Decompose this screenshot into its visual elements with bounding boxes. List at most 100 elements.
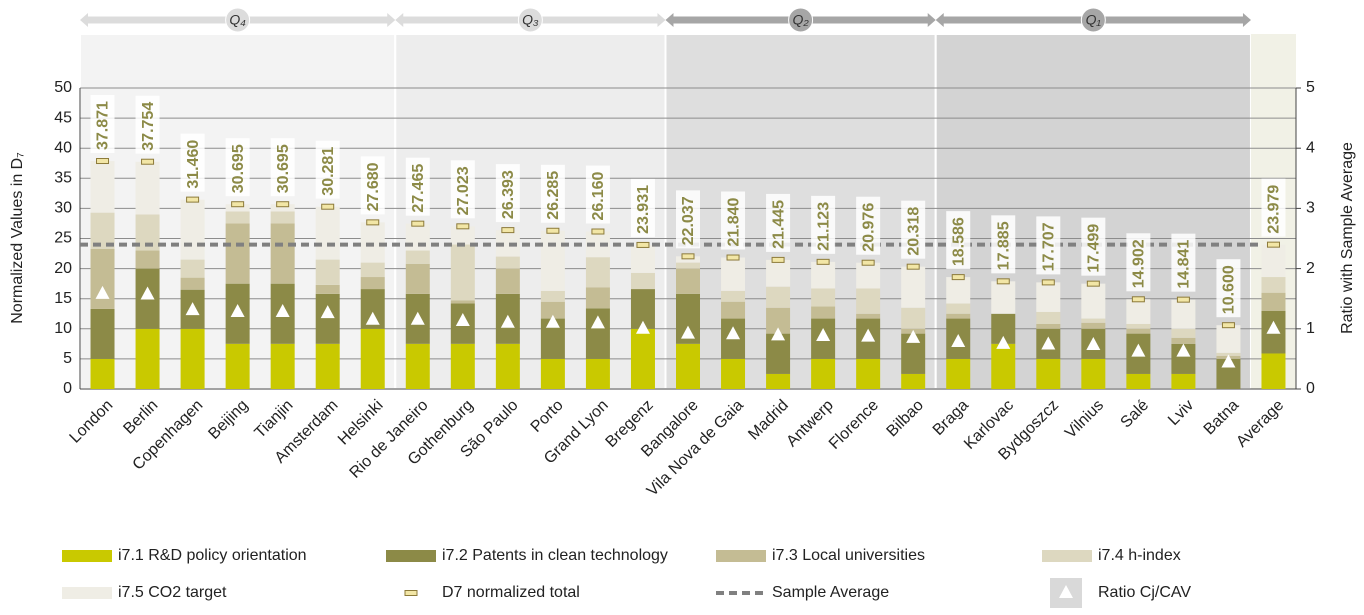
bar-segment [811,358,836,389]
total-marker [1041,279,1055,286]
total-label-bg [1036,216,1061,275]
total-label-bg [585,165,610,224]
y2-tick-label: 0 [1306,380,1315,397]
group-arrow-head [657,13,666,27]
bar-segment [1081,322,1106,329]
bar-segment [856,358,881,389]
bar-segment [856,313,881,319]
bar-segment [721,290,746,302]
ratio-marker [545,314,560,328]
total-label: 21.445 [770,200,787,249]
total-label-bg [450,160,475,219]
total-label-bg [721,191,746,250]
x-tick-label: Florence [826,397,882,453]
bar-segment [630,328,655,389]
y2-axis-label: Ratio with Sample Average [1339,142,1356,334]
x-tick-label: Average [1233,397,1287,451]
total-label: 21.840 [725,197,742,246]
bar-segment [315,293,340,344]
group-label-bg [1080,7,1106,33]
total-label: 31.460 [185,140,202,189]
total-marker [906,263,920,270]
bar-segment [585,257,610,288]
bar-segment [495,343,520,389]
total-label: 26.393 [500,170,517,219]
total-label: 26.285 [545,171,562,220]
total-marker [96,158,110,165]
bar-segment [856,262,881,289]
bar-segment [135,328,160,389]
group-label: Q₃ [522,12,539,28]
total-marker [726,254,740,261]
bar-segment [1036,282,1061,312]
total-marker [816,258,830,265]
group-label-bg [517,7,543,33]
legend-swatch [716,550,766,562]
legend-swatch [404,590,418,596]
total-label-bg [360,156,385,215]
bar-segment [991,343,1016,389]
bar-segment [585,358,610,389]
legend-label: i7.3 Local universities [772,547,925,564]
x-tick-label: Rio de Janeiro [347,397,432,482]
y-tick-label: 35 [54,170,72,187]
ratio-marker [726,326,741,340]
bar-segment [1261,353,1286,389]
legend-swatch [1059,585,1073,598]
bar-segment [225,343,250,389]
bar-segment [405,343,430,389]
total-label-bg [991,215,1016,274]
y-tick-label: 40 [54,139,72,156]
total-marker [186,196,200,203]
total-label-bg [1081,217,1106,276]
x-tick-label: Vilnius [1062,397,1107,442]
total-marker [501,227,515,234]
ratio-marker [1266,320,1281,334]
total-marker [996,278,1010,285]
bar-segment [180,199,205,260]
x-tick-label: Salé [1118,397,1153,432]
bar-segment [811,288,836,307]
y-tick-label: 10 [54,320,72,337]
bar-segment [540,358,565,389]
bar-segment [180,259,205,278]
bar-segment [901,307,926,329]
x-tick-label: Bilbao [884,397,928,441]
bar-segment [676,256,700,263]
bar-segment [1126,299,1151,324]
total-label: 21.123 [815,202,832,251]
ratio-marker [816,328,831,342]
total-marker [951,274,965,281]
total-label-bg [901,200,926,259]
total-label: 17.499 [1086,224,1103,273]
ratio-marker [410,311,425,325]
bar-segment [270,223,295,284]
total-label-bg [946,211,971,270]
group-label: Q₄ [229,12,246,28]
bar-segment [721,301,746,319]
y2-tick-label: 2 [1306,260,1315,277]
total-label-bg [1126,233,1151,292]
bar-segment [766,286,791,308]
bar-segment [90,358,115,389]
bar-segment [856,288,881,314]
ratio-marker [1221,354,1236,368]
total-label-bg [856,196,881,255]
bar-segment [1261,244,1286,278]
bar-segment [1171,328,1196,338]
bar-segment [180,277,205,290]
total-label: 23.979 [1266,185,1283,234]
ratio-marker [1086,337,1101,351]
bar-segment [360,277,385,290]
bar-segment [495,230,520,257]
total-label-bg [135,95,160,154]
bar-segment [1171,299,1196,329]
group-background [394,33,667,390]
total-label: 26.160 [590,171,607,220]
x-tick-label: Beijing [205,397,251,443]
bar-segment [90,161,115,213]
y-axis-label: Normalized Values in D₇ [9,152,26,324]
total-label-bg [630,178,655,237]
ratio-marker [140,286,155,300]
legend-label: i7.2 Patents in clean technology [442,547,668,564]
